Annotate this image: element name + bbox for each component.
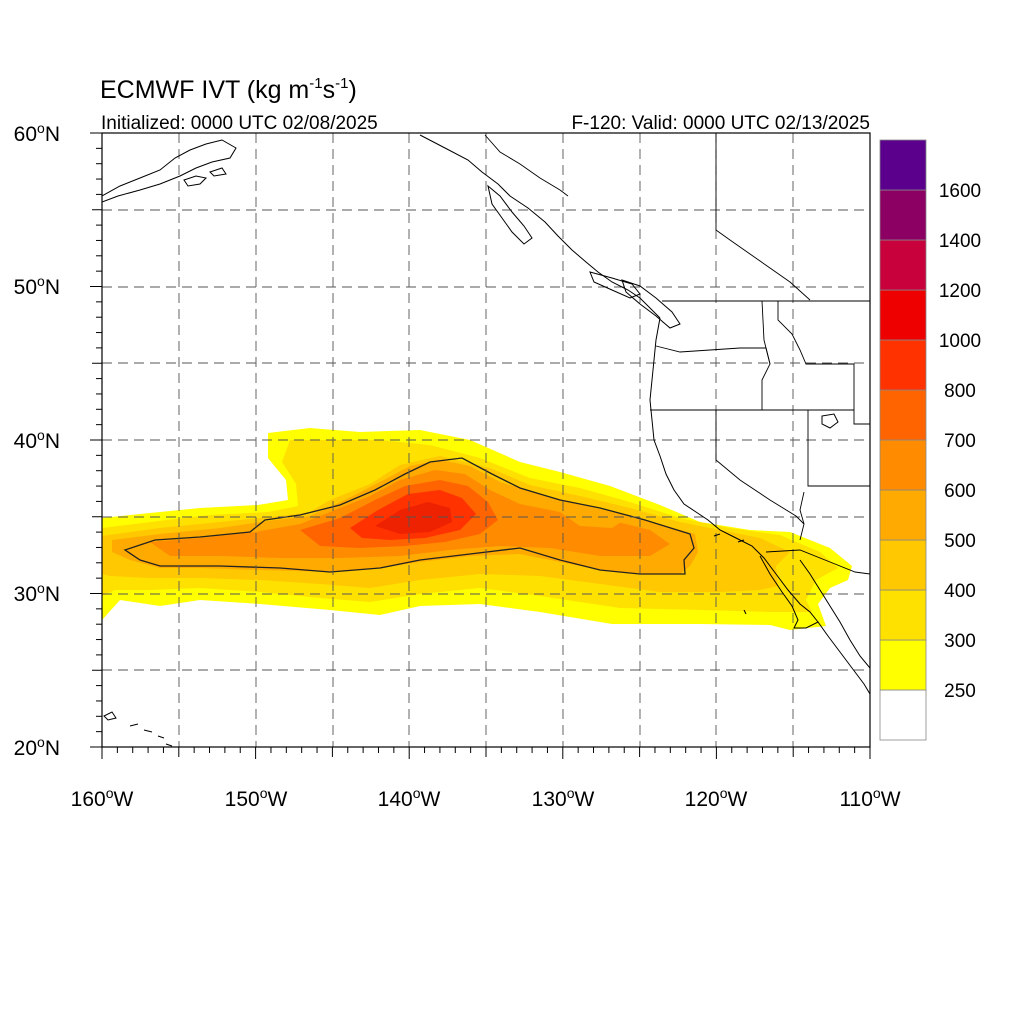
lon-label-140w: 140oW	[378, 785, 441, 811]
colorbar-swatch	[879, 489, 927, 541]
colorbar-label: 800	[944, 381, 976, 402]
idaho-montana-border	[777, 301, 870, 425]
ivt-band-extra-west	[560, 510, 630, 528]
colorbar-swatch	[879, 389, 927, 441]
colorbar-label: 1600	[939, 181, 981, 202]
colorbar-label: 500	[944, 531, 976, 552]
colorbar-label: 1200	[939, 281, 981, 302]
alaska-islands	[183, 167, 227, 187]
colorbar-label: 250	[944, 681, 976, 702]
colorbar-swatch	[879, 289, 927, 341]
hawaii-islands	[103, 711, 173, 747]
nevada-utah-border	[807, 410, 870, 487]
lon-label-160w: 160oW	[71, 785, 134, 811]
colorbar-label: 600	[944, 481, 976, 502]
colorbar-swatch	[879, 189, 927, 241]
lat-label-40: 40oN	[14, 427, 60, 453]
colorbar-label: 300	[944, 631, 976, 652]
mexico-mainland-coast	[799, 559, 870, 669]
colorbar-label: 1000	[939, 331, 981, 352]
lat-label-20: 20oN	[14, 734, 60, 760]
great-salt-lake	[821, 413, 839, 429]
valid-time-label: F-120: Valid: 0000 UTC 02/13/2025	[571, 113, 870, 134]
vancouver-island	[621, 279, 681, 329]
lat-axis-labels: 60oN 50oN 40oN 30oN 20oN	[14, 120, 60, 760]
figure-title: ECMWF IVT (kg m-1s-1)	[100, 75, 357, 104]
us-mexico-border	[765, 549, 870, 575]
colorbar-label: 1400	[939, 231, 981, 252]
lon-label-130w: 130oW	[532, 785, 595, 811]
lat-label-30: 30oN	[14, 580, 60, 606]
nevada-border	[715, 410, 805, 525]
colorbar-swatch	[879, 639, 927, 691]
lat-label-50: 50oN	[14, 273, 60, 299]
lat-label-60: 60oN	[14, 120, 60, 146]
ivt-band-1000	[375, 502, 452, 534]
colorbar-swatch	[879, 239, 927, 291]
coastlines	[102, 134, 870, 747]
colorbar-label: 700	[944, 431, 976, 452]
political-borders	[484, 133, 870, 575]
british-columbia-islands	[487, 184, 641, 299]
colorbar: 250 300 400 500 600 700 800 1000 1200 1400 1600	[879, 139, 981, 741]
colorbar-swatch	[879, 339, 927, 391]
ivt-500-contour	[123, 457, 695, 575]
colorbar-swatch	[879, 439, 927, 491]
colorbar-swatch	[879, 539, 927, 591]
channel-islands	[713, 533, 747, 615]
canada-province-border	[715, 133, 811, 301]
baja-california	[759, 555, 870, 695]
lat-lon-grid	[102, 133, 870, 747]
idaho-west-border	[761, 300, 771, 410]
map-panel	[102, 133, 870, 747]
southeast-alaska-coast	[419, 134, 661, 319]
lon-minor-ticks	[101, 747, 871, 759]
colorbar-swatch	[879, 689, 927, 741]
lon-axis-labels: 160oW 150oW 140oW 130oW 120oW 110oW	[71, 785, 901, 811]
lon-label-110w: 110oW	[839, 785, 900, 811]
lon-label-120w: 120oW	[685, 785, 748, 811]
colorbar-swatch	[879, 139, 927, 191]
init-time-label: Initialized: 0000 UTC 02/08/2025	[101, 113, 378, 134]
alaska-peninsula-coast	[102, 139, 237, 203]
lat-minor-ticks	[90, 132, 102, 748]
colorbar-label: 400	[944, 581, 976, 602]
us-west-coast	[649, 317, 819, 623]
ivt-shading	[102, 428, 852, 630]
colorbar-swatch	[879, 589, 927, 641]
lon-label-150w: 150oW	[225, 785, 288, 811]
arizona-west-border	[799, 491, 805, 541]
alaska-canada-border	[484, 134, 569, 197]
